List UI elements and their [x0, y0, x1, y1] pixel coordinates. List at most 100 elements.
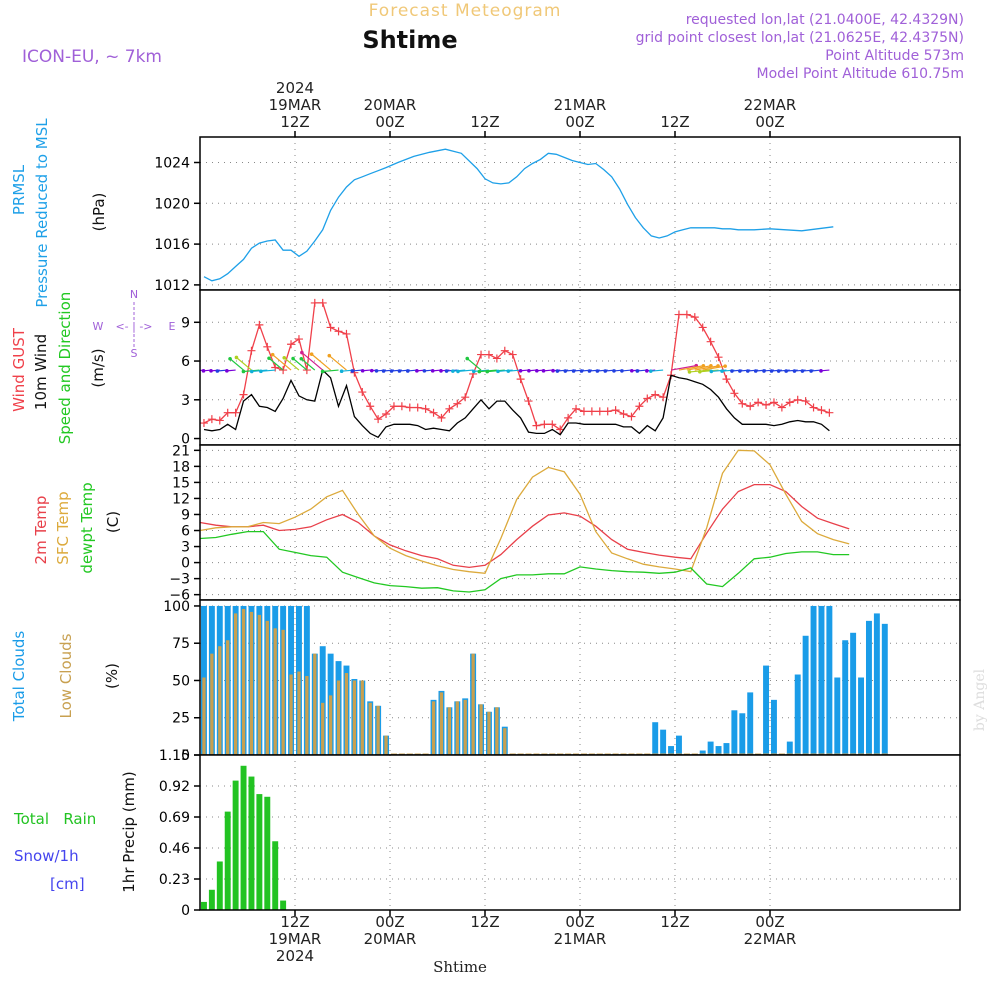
- wind-arrow-head: [698, 369, 702, 374]
- gust-marker: [318, 298, 327, 307]
- wind-arrow: [778, 369, 790, 372]
- pressure-ytick-label: 1024: [154, 156, 190, 172]
- wind-arrow: [711, 369, 727, 373]
- cloud-labels: Total Clouds Low Clouds (%): [10, 631, 121, 723]
- footer-location: Shtime: [433, 958, 487, 976]
- wind-arrow-head: [541, 369, 546, 373]
- bar-low-clouds: [210, 653, 214, 755]
- wind-arrow-head: [603, 369, 608, 373]
- wind-arrow-head: [282, 355, 287, 360]
- wind-arrow-head: [201, 369, 206, 373]
- pressure-ytick-label: 1020: [154, 196, 190, 212]
- gust-marker: [500, 346, 509, 355]
- wind-arrow-head: [215, 369, 220, 373]
- bar-total-clouds: [786, 741, 793, 755]
- bar-low-clouds: [281, 629, 285, 755]
- gust-marker: [706, 337, 715, 346]
- bar-low-clouds: [226, 640, 230, 755]
- bar-total-clouds: [858, 677, 865, 755]
- bar-low-clouds: [273, 628, 277, 755]
- time-label: 19MAR: [269, 96, 322, 114]
- time-label: 00Z: [755, 913, 784, 931]
- gust-marker: [540, 420, 549, 429]
- bar-low-clouds: [495, 707, 499, 755]
- bar-total-clouds: [739, 713, 746, 755]
- temp-unit: (C): [104, 511, 122, 533]
- time-label: 21MAR: [554, 96, 607, 114]
- location-title: Shtime: [362, 26, 457, 54]
- gust-marker: [287, 340, 296, 349]
- bar-low-clouds: [233, 613, 238, 755]
- bar-low-clouds: [289, 674, 293, 755]
- wind-arrow: [300, 358, 316, 371]
- wind-arrow: [301, 352, 324, 371]
- wind-arrow-head: [397, 369, 402, 373]
- bar-total-clouds: [810, 605, 817, 755]
- wind-arrow-head: [249, 369, 254, 374]
- bar-total-clouds: [865, 620, 872, 755]
- gust-marker: [690, 313, 699, 322]
- wind-labels: Wind GUST 10m Wind Speed and Direction (…: [10, 288, 176, 444]
- wind-arrow-head: [730, 369, 734, 373]
- wind-arrow-head: [738, 369, 742, 373]
- gust-marker: [374, 415, 383, 424]
- dew-label: dewpt Temp: [78, 482, 96, 573]
- wind-arrow: [466, 358, 482, 371]
- bar-low-clouds: [503, 728, 507, 755]
- gust-marker: [445, 404, 454, 413]
- bar-low-clouds: [463, 699, 467, 755]
- wind-arrow-head: [800, 369, 805, 373]
- bar-low-clouds: [384, 735, 388, 755]
- gust-marker: [397, 402, 406, 411]
- temp-labels: 2m Temp SFC Temp dewpt Temp (C): [32, 482, 122, 573]
- wind-arrow-head: [299, 356, 304, 361]
- bar-total-clouds: [699, 750, 706, 755]
- wind-arrow-head: [776, 369, 781, 373]
- bar-low-clouds: [202, 677, 206, 755]
- gust-marker: [516, 375, 525, 384]
- gust-marker: [263, 342, 272, 351]
- time-label: 12Z: [660, 113, 689, 131]
- gust-marker: [334, 327, 343, 336]
- gust-marker: [207, 415, 216, 424]
- wind-arrow: [268, 357, 284, 371]
- gust-marker: [603, 407, 612, 416]
- wind-panel: 0 3 6 9: [181, 289, 961, 448]
- wind-arrow: [328, 355, 347, 371]
- wind-arrow: [260, 369, 276, 372]
- bar-total-rain: [240, 765, 247, 910]
- bar-total-rain: [216, 861, 223, 910]
- bar-low-clouds: [328, 695, 333, 755]
- bar-low-clouds: [218, 646, 222, 755]
- precip-labels: Total Rain Snow/1h [cm] 1hr Precip (mm): [13, 771, 138, 893]
- wind-arrow-head: [439, 369, 443, 373]
- gust-marker: [389, 402, 398, 411]
- gust-marker: [674, 310, 683, 319]
- wind-arrow-head: [360, 368, 365, 373]
- bar-total-clouds: [660, 729, 667, 755]
- time-label: 00Z: [565, 913, 594, 931]
- series-prmsl: [203, 148, 834, 282]
- time-label: 20MAR: [364, 930, 417, 948]
- bar-low-clouds: [313, 653, 317, 755]
- bar-low-clouds: [265, 620, 269, 755]
- bar-low-clouds: [336, 680, 341, 755]
- wind-arrow: [457, 369, 474, 373]
- temp-ytick-label: 0: [181, 556, 190, 572]
- bar-low-clouds: [439, 692, 444, 755]
- wind-arrow-head: [225, 369, 229, 373]
- point-altitude: Point Altitude 573m: [825, 48, 964, 64]
- series-dewpt-temp: [200, 530, 850, 593]
- bar-total-clouds: [834, 677, 841, 755]
- requested-coords: requested lon,lat (21.0400E, 42.4329N): [686, 12, 964, 28]
- precip-axis-label: 1hr Precip (mm): [120, 771, 138, 892]
- gust-marker: [453, 399, 462, 408]
- wind-arrow: [497, 369, 513, 372]
- gust-marker: [722, 375, 731, 384]
- gust-marker: [294, 335, 303, 344]
- time-label: 12Z: [470, 913, 499, 931]
- bar-low-clouds: [368, 702, 372, 755]
- wind-arrow-head: [291, 356, 295, 361]
- pressure-series: [203, 148, 834, 282]
- bar-low-clouds: [305, 676, 309, 755]
